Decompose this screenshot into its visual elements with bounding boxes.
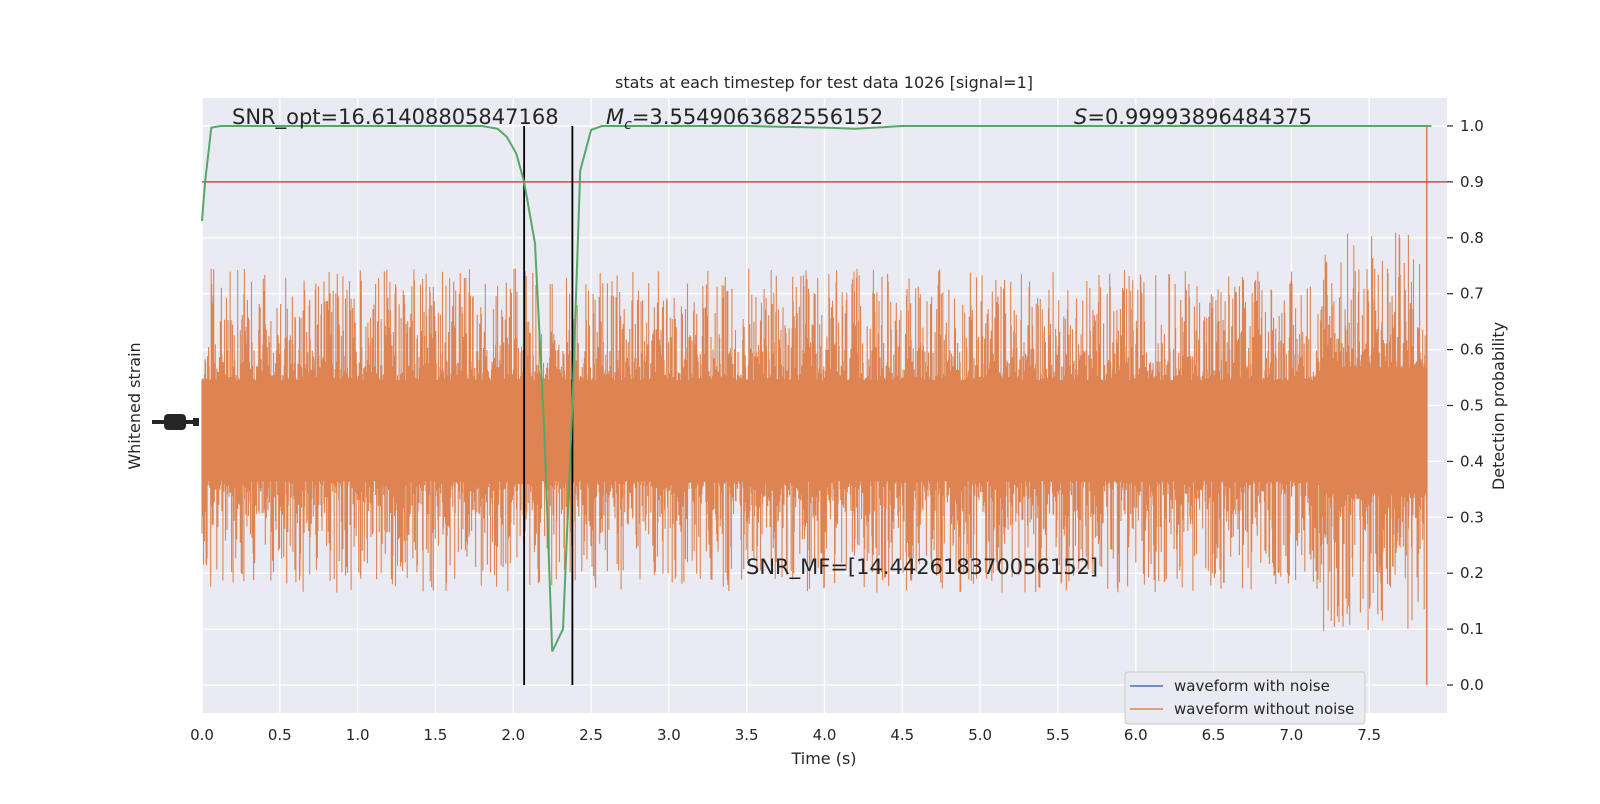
y-tick-label: 0.3 [1460, 508, 1484, 526]
y-tick-label: 0.8 [1460, 229, 1484, 247]
s-symbol: S [1074, 105, 1087, 129]
left-tick-square [193, 418, 199, 426]
y-tick-label: 0.0 [1460, 676, 1484, 694]
y-tick-label: 0.9 [1460, 173, 1484, 191]
s-annotation: S=0.99993896484375 [1074, 105, 1312, 129]
left-tick-block [164, 414, 186, 430]
strain-band [202, 387, 1427, 474]
legend-box [1124, 671, 1366, 725]
s-value: =0.99993896484375 [1087, 105, 1312, 129]
left-axis-collapsed-ticks [152, 414, 199, 430]
y-tick-label: 0.4 [1460, 452, 1484, 470]
legend-label-without-noise: waveform without noise [1174, 700, 1354, 718]
chirp-mass-value: =3.5549063682556152 [632, 105, 883, 129]
x-axis-label: Time (s) [790, 749, 856, 768]
y-tick-labels: 0.0 0.1 0.2 0.3 0.4 0.5 0.6 0.7 0.8 0.9 1.0 [1447, 117, 1484, 694]
x-tick-label: 0.0 [190, 726, 214, 744]
x-tick-label: 2.0 [501, 726, 525, 744]
x-tick-label: 5.0 [968, 726, 992, 744]
x-tick-label: 4.0 [813, 726, 837, 744]
x-tick-labels: 0.0 0.5 1.0 1.5 2.0 2.5 3.0 3.5 4.0 4.5 5.0 5.5 6.0 6… [190, 726, 1381, 744]
x-tick-label: 1.0 [346, 726, 370, 744]
snr-mf-annotation: SNR_MF=[14.442618370056152] [746, 555, 1098, 580]
legend: waveform with noise waveform without noi… [1124, 671, 1366, 725]
strain-series [201, 125, 1428, 686]
probability-line [201, 125, 1432, 652]
x-tick-label: 7.0 [1279, 726, 1303, 744]
chirp-mass-annotation: Mc=3.5549063682556152 [606, 105, 883, 133]
y-tick-label: 1.0 [1460, 117, 1484, 135]
x-tick-label: 6.0 [1124, 726, 1148, 744]
snr-opt-annotation: SNR_opt=16.61408805847168 [232, 105, 559, 130]
x-tick-label: 3.5 [735, 726, 759, 744]
left-y-axis-label: Whitened strain [125, 342, 144, 469]
x-tick-label: 5.5 [1046, 726, 1070, 744]
x-tick-label: 0.5 [268, 726, 292, 744]
y-tick-label: 0.1 [1460, 620, 1484, 638]
y-tick-label: 0.5 [1460, 397, 1484, 415]
x-tick-label: 4.5 [890, 726, 914, 744]
y-tick-label: 0.2 [1460, 564, 1484, 582]
y-tick-label: 0.6 [1460, 341, 1484, 359]
x-tick-label: 2.5 [579, 726, 603, 744]
x-tick-label: 7.5 [1357, 726, 1381, 744]
chirp-mass-symbol: M [606, 105, 624, 129]
y-tick-label: 0.7 [1460, 285, 1484, 303]
x-tick-label: 1.5 [424, 726, 448, 744]
right-y-axis-label: Detection probability [1489, 322, 1508, 490]
x-tick-label: 3.0 [657, 726, 681, 744]
legend-label-with-noise: waveform with noise [1174, 677, 1330, 695]
probability-series [201, 125, 1432, 652]
chart-title: stats at each timestep for test data 102… [615, 73, 1033, 92]
x-tick-label: 6.5 [1202, 726, 1226, 744]
chirp-mass-subscript: c [624, 117, 632, 133]
